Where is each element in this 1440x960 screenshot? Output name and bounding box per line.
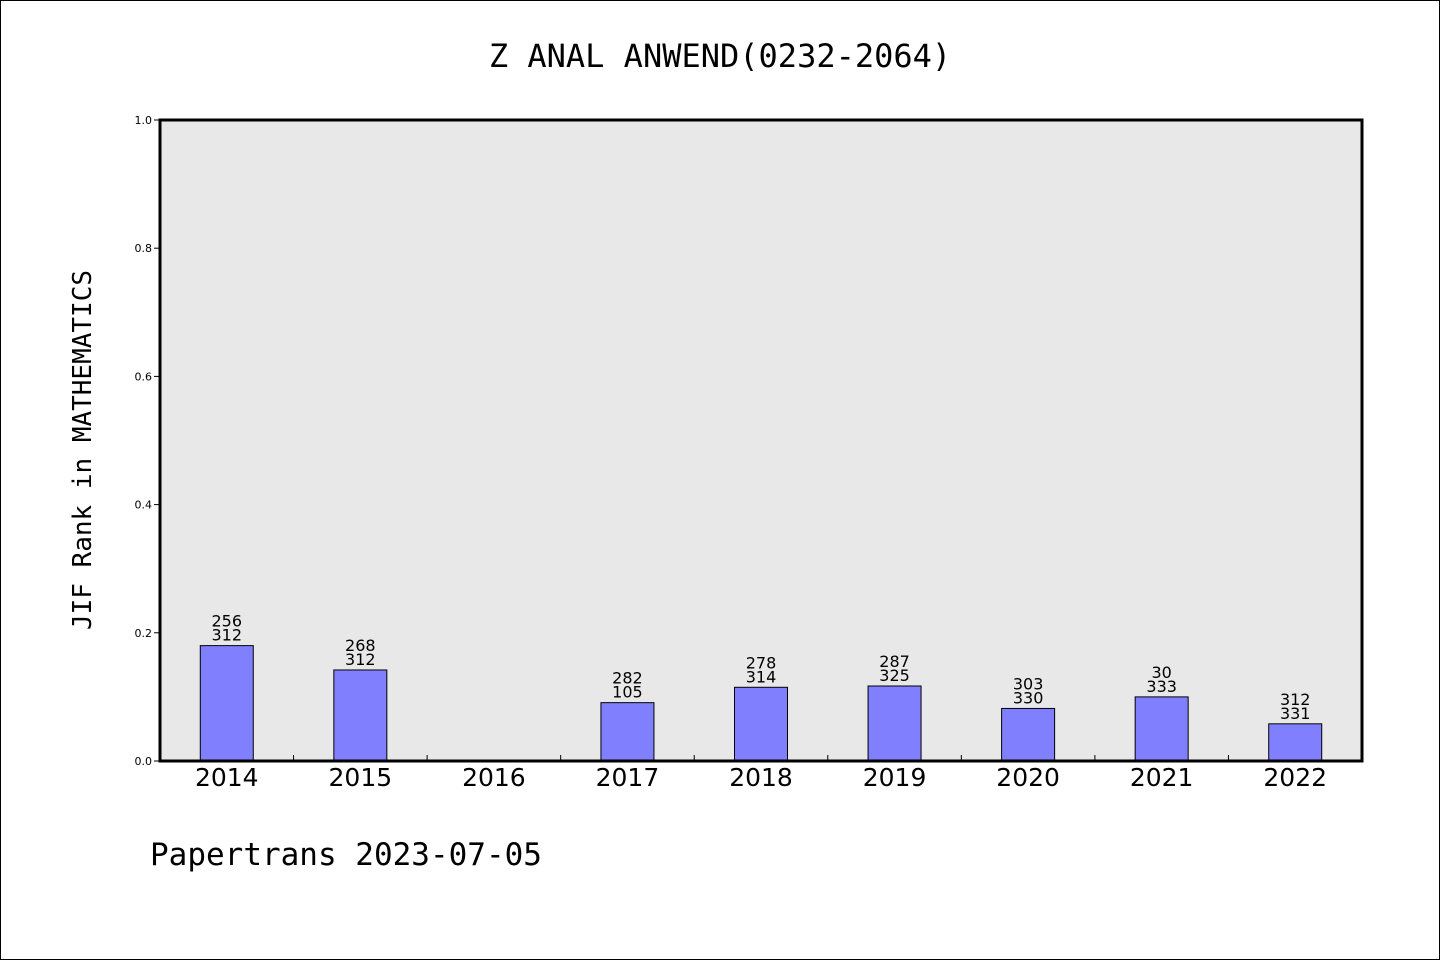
data-label-total: 333 [1146,677,1177,696]
x-tick-label: 2019 [863,763,927,792]
data-label-total: 314 [746,667,777,686]
chart-title: Z ANAL ANWEND(0232-2064) [489,37,951,75]
y-tick-label: 0.2 [135,627,153,640]
data-label-total: 105 [612,683,643,702]
x-tick-label: 2021 [1130,763,1194,792]
data-label-rank: 312 [1280,690,1311,709]
y-tick-labels: 0.0 0.2 0.4 0.6 0.8 1.0 [135,114,153,768]
footer-credit: Papertrans 2023-07-05 [150,837,542,873]
data-label-rank: 303 [1013,674,1044,693]
data-label-rank: 268 [345,636,376,655]
data-label-rank: 30 [1151,663,1171,682]
data-label-rank: 282 [612,669,643,688]
data-label-total: 312 [345,650,376,669]
data-label-total: 330 [1013,688,1044,707]
x-tick-label: 2022 [1263,763,1327,792]
bars [199,645,1323,762]
plot-border [158,118,1364,763]
data-label-total: 312 [212,626,243,645]
x-tick-label: 2014 [195,763,259,792]
x-tick-labels: 2014 2015 2016 2017 2018 2019 2020 2021 2022 [195,763,1327,792]
x-tick-label: 2020 [996,763,1060,792]
bar-2018 [734,686,788,762]
x-tick-label: 2016 [462,763,526,792]
y-tick-label: 0.6 [135,370,153,383]
bar-2017 [600,702,655,762]
bar-2014 [199,645,254,762]
y-tick-label: 0.8 [135,242,153,255]
x-tick-label: 2018 [729,763,793,792]
y-tick-label: 0.0 [135,755,153,768]
bar-2021 [1134,696,1189,762]
x-tick-label: 2017 [596,763,660,792]
data-label-rank: 287 [879,652,910,671]
data-label-rank: 278 [746,653,777,672]
bar-2019 [867,685,922,762]
bar-2022 [1268,723,1323,762]
bar-2015 [333,669,388,762]
bar-2020 [1001,707,1056,762]
data-label-total: 331 [1280,704,1311,723]
plot-area [160,120,1362,761]
data-label-rank: 256 [212,612,243,631]
y-tick-label: 1.0 [135,114,153,127]
y-axis-label: JIF Rank in MATHEMATICS [68,270,98,630]
y-tick-label: 0.4 [135,499,153,512]
x-tick-label: 2015 [329,763,393,792]
data-label-total: 325 [879,666,910,685]
